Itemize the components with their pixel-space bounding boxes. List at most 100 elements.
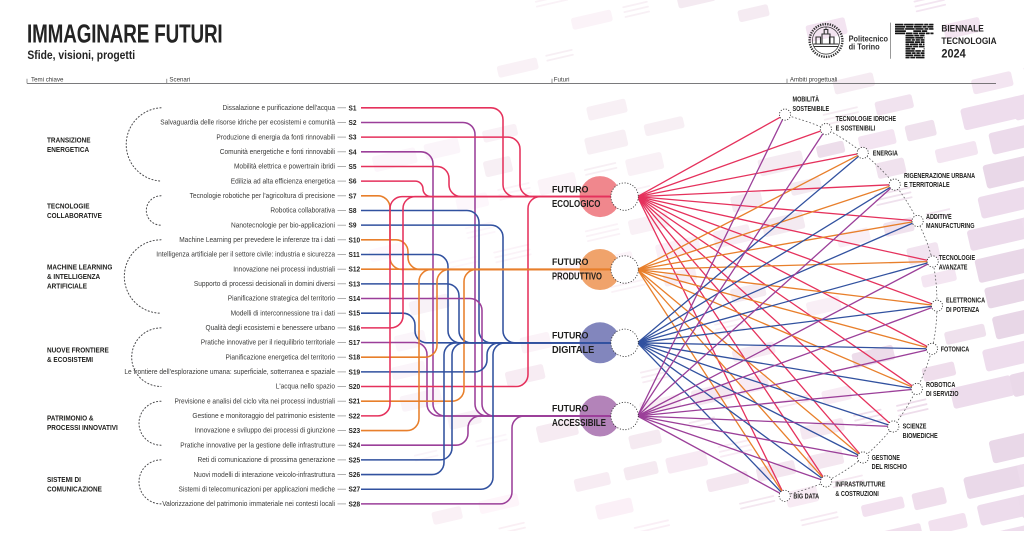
svg-text:TECNOLOGIE IDRICHE: TECNOLOGIE IDRICHE: [836, 115, 896, 123]
svg-text:ADDITIVE: ADDITIVE: [926, 213, 952, 221]
svg-text:TECNOLOGIE: TECNOLOGIE: [939, 255, 975, 263]
svg-text:DI POTENZA: DI POTENZA: [946, 306, 980, 314]
svg-text:TECNOLOGIA: TECNOLOGIA: [941, 36, 997, 47]
svg-text:S8: S8: [349, 208, 357, 215]
svg-text:PRODUTTIVO: PRODUTTIVO: [552, 271, 602, 282]
svg-text:S1: S1: [349, 105, 357, 112]
svg-text:TRANSIZIONE: TRANSIZIONE: [47, 137, 91, 144]
svg-text:FUTURO: FUTURO: [552, 184, 588, 194]
svg-text:Sistemi di telecomunicazioni p: Sistemi di telecomunicazioni per applica…: [178, 486, 335, 493]
svg-text:Comunità energetiche e fonti r: Comunità energetiche e fonti rinnovabili: [220, 149, 336, 156]
svg-text:Edilizia ad alta efficienza en: Edilizia ad alta efficienza energetica: [231, 178, 335, 185]
svg-text:S4: S4: [349, 149, 357, 156]
svg-text:ENERGIA: ENERGIA: [873, 150, 898, 158]
svg-text:PROCESSI INNOVATIVI: PROCESSI INNOVATIVI: [47, 425, 118, 432]
svg-text:S25: S25: [349, 457, 361, 464]
svg-text:Dissalazione e purificazione d: Dissalazione e purificazione dell'acqua: [222, 105, 335, 112]
svg-text:ROBOTICA: ROBOTICA: [926, 381, 956, 389]
svg-text:S23: S23: [349, 428, 361, 435]
svg-text:FOTONICA: FOTONICA: [941, 346, 970, 354]
svg-text:RIGENERAZIONE URBANA: RIGENERAZIONE URBANA: [904, 172, 975, 180]
svg-text:Ambiti progettuali: Ambiti progettuali: [790, 76, 838, 83]
svg-text:Salvaguardia delle risorse idr: Salvaguardia delle risorse idriche per e…: [160, 119, 335, 126]
svg-text:Sfide, visioni, progetti: Sfide, visioni, progetti: [27, 49, 135, 62]
svg-text:2024: 2024: [941, 48, 966, 60]
svg-text:S20: S20: [349, 384, 361, 391]
svg-text:S28: S28: [349, 501, 361, 508]
svg-text:FUTURO: FUTURO: [552, 403, 588, 413]
svg-text:S21: S21: [349, 398, 361, 405]
svg-text:Pratiche innovative per la ges: Pratiche innovative per la gestione dell…: [180, 442, 335, 449]
svg-text:INFRASTRUTTURE: INFRASTRUTTURE: [835, 481, 885, 489]
svg-text:NUOVE FRONTIERE: NUOVE FRONTIERE: [47, 347, 109, 354]
svg-text:FUTURO: FUTURO: [552, 257, 588, 267]
svg-text:DIGITALE: DIGITALE: [552, 345, 594, 356]
svg-text:AVANZATE: AVANZATE: [939, 264, 968, 272]
svg-text:BIG DATA: BIG DATA: [793, 493, 819, 501]
svg-text:S24: S24: [349, 442, 361, 449]
svg-text:SISTEMI DI: SISTEMI DI: [47, 476, 81, 483]
svg-text:S22: S22: [349, 413, 361, 420]
svg-text:Mobilità elettrica e powertrai: Mobilità elettrica e powertrain ibridi: [234, 163, 335, 170]
svg-text:S13: S13: [349, 281, 361, 288]
svg-text:Nanotecnologie per bio-applica: Nanotecnologie per bio-applicazioni: [231, 222, 335, 229]
svg-text:FUTURO: FUTURO: [552, 330, 588, 340]
svg-text:Pianificazione energetica del: Pianificazione energetica del territorio: [226, 354, 336, 361]
svg-text:ARTIFICIALE: ARTIFICIALE: [47, 283, 87, 290]
svg-text:Supporto di processi decisiona: Supporto di processi decisionali in domi…: [194, 281, 336, 288]
svg-text:& COSTRUZIONI: & COSTRUZIONI: [835, 490, 879, 498]
svg-text:S14: S14: [349, 296, 361, 303]
svg-text:ENERGETICA: ENERGETICA: [47, 147, 89, 154]
svg-text:E SOSTENIBILI: E SOSTENIBILI: [836, 125, 876, 133]
svg-text:Qualità degli ecosistemi e ben: Qualità degli ecosistemi e benessere urb…: [205, 325, 335, 332]
svg-text:COLLABORATIVE: COLLABORATIVE: [47, 213, 102, 220]
svg-text:MOBILITÀ: MOBILITÀ: [793, 94, 820, 104]
svg-text:DI SERVIZIO: DI SERVIZIO: [926, 391, 959, 399]
svg-text:Pianificazione strategica del: Pianificazione strategica del territorio: [228, 295, 335, 302]
svg-text:Tecnologie robotiche per l'agr: Tecnologie robotiche per l'agricoltura d…: [190, 193, 335, 200]
svg-text:S10: S10: [349, 237, 361, 244]
svg-text:ECOLOGICO: ECOLOGICO: [552, 198, 601, 209]
svg-text:COMUNICAZIONE: COMUNICAZIONE: [47, 486, 102, 493]
svg-text:Politecnico: Politecnico: [849, 34, 889, 43]
svg-text:MACHINE LEARNING: MACHINE LEARNING: [47, 264, 112, 271]
svg-text:Futuri: Futuri: [554, 76, 570, 83]
svg-text:S12: S12: [349, 266, 361, 273]
svg-text:S2: S2: [349, 120, 357, 127]
svg-text:S11: S11: [349, 252, 360, 259]
svg-text:di Torino: di Torino: [849, 42, 880, 51]
svg-text:S6: S6: [349, 178, 357, 185]
svg-text:L'acqua nello spazio: L'acqua nello spazio: [276, 383, 335, 390]
svg-text:S5: S5: [349, 164, 357, 171]
svg-text:Nuovi modelli di interazione v: Nuovi modelli di interazione veicolo-inf…: [193, 472, 335, 479]
svg-text:Previsione e analisi del ciclo: Previsione e analisi del ciclo vita nei …: [174, 398, 335, 405]
svg-text:Reti di comunicazione di pross: Reti di comunicazione di prossima genera…: [197, 457, 335, 464]
svg-text:S27: S27: [349, 486, 361, 493]
svg-text:S3: S3: [349, 134, 357, 141]
svg-text:S15: S15: [349, 310, 361, 317]
svg-text:S17: S17: [349, 340, 361, 347]
svg-text:ACCESSIBILE: ACCESSIBILE: [552, 417, 606, 428]
svg-text:SCIENZE: SCIENZE: [903, 423, 927, 431]
svg-text:E TERRITORIALE: E TERRITORIALE: [904, 182, 950, 190]
svg-text:Le frontiere dell'esplorazione: Le frontiere dell'esplorazione umana: su…: [124, 369, 335, 376]
svg-text:PATRIMONIO &: PATRIMONIO &: [47, 415, 94, 422]
svg-text:Valorizzazione del patrimonio: Valorizzazione del patrimonio immaterial…: [162, 501, 335, 508]
svg-text:& INTELLIGENZA: & INTELLIGENZA: [47, 274, 100, 281]
svg-text:ELETTRONICA: ELETTRONICA: [946, 297, 985, 305]
svg-text:S19: S19: [349, 369, 361, 376]
svg-text:MANUFACTURING: MANUFACTURING: [926, 223, 975, 231]
svg-text:GESTIONE: GESTIONE: [872, 454, 900, 462]
svg-text:Produzione di energia da fonti: Produzione di energia da fonti rinnovabi…: [216, 134, 335, 141]
svg-text:Intelligenza artificiale per i: Intelligenza artificiale per il settore …: [156, 251, 335, 258]
svg-text:SOSTENIBILE: SOSTENIBILE: [793, 105, 830, 113]
svg-text:TECNOLOGIE: TECNOLOGIE: [47, 203, 90, 210]
svg-text:Scenari: Scenari: [169, 76, 190, 83]
svg-text:S18: S18: [349, 354, 361, 361]
svg-text:BIOMEDICHE: BIOMEDICHE: [903, 432, 938, 440]
svg-text:Robotica collaborativa: Robotica collaborativa: [270, 207, 335, 214]
svg-text:& ECOSISTEMI: & ECOSISTEMI: [47, 357, 93, 364]
svg-text:BIENNALE: BIENNALE: [941, 23, 983, 34]
svg-text:Gestione e monitoraggio del pa: Gestione e monitoraggio del patrimonio e…: [192, 413, 335, 420]
svg-text:IMMAGINARE FUTURI: IMMAGINARE FUTURI: [27, 20, 223, 48]
